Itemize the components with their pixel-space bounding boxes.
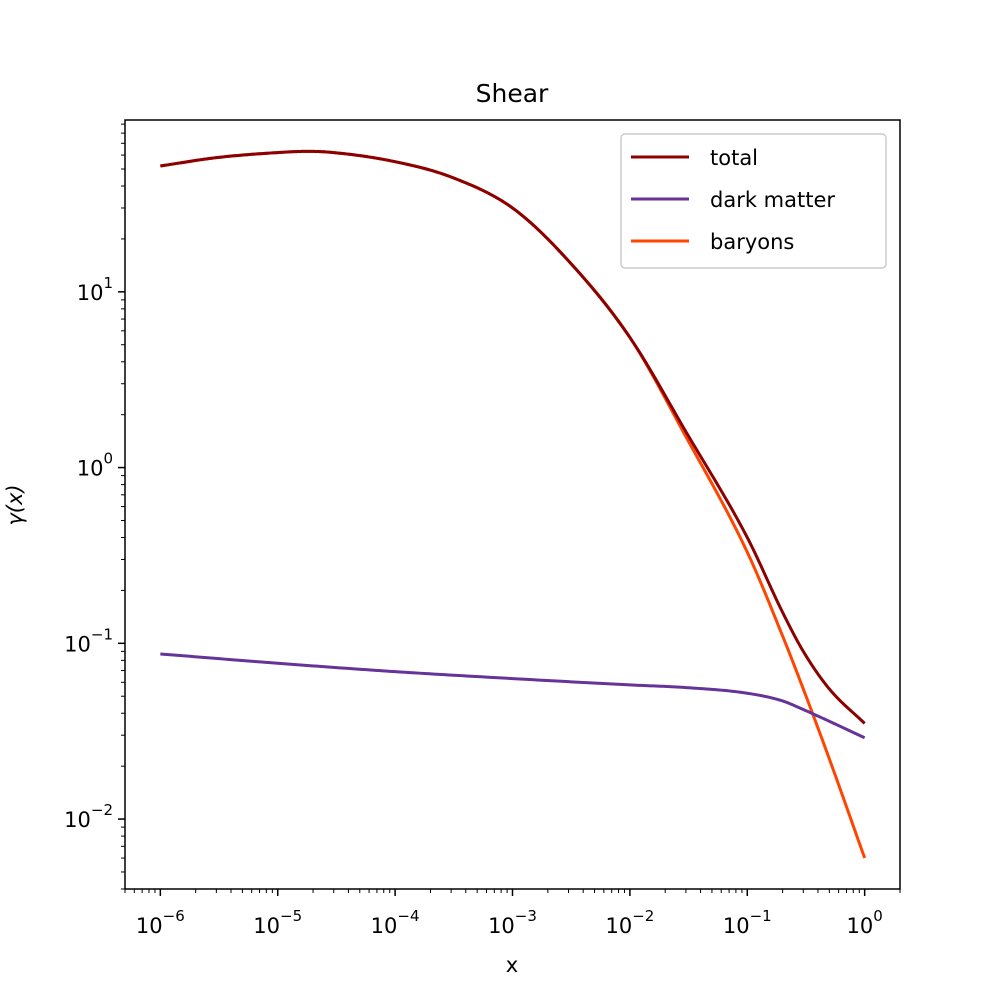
y-tick-label: 100 [77, 450, 113, 481]
legend-entries: total dark matter baryons [631, 146, 835, 254]
y-tick-label: 10−2 [64, 801, 113, 832]
series-layer [160, 149, 867, 859]
ticks-layer: 10−6 10−5 10−4 10−3 10−2 10−1 100 10−2 10−1 100 10… [64, 123, 901, 938]
y-tick-label: 101 [77, 274, 113, 305]
legend-label-total: total [710, 146, 758, 170]
y-tick-label: 10−1 [64, 625, 113, 656]
x-tick-label: 10−1 [723, 907, 772, 938]
x-tick-label: 10−4 [371, 907, 420, 938]
x-tick-label: 100 [847, 907, 883, 938]
x-tick-label: 10−6 [136, 907, 185, 938]
legend: total dark matter baryons [620, 133, 887, 269]
plot-frame [124, 119, 901, 890]
legend-frame [620, 133, 887, 269]
chart-title: Shear [476, 79, 549, 108]
legend-label-baryons: baryons [710, 230, 794, 254]
x-tick-label: 10−5 [253, 907, 302, 938]
plot-area [160, 149, 867, 859]
y-axis-label: γ(x) [3, 484, 27, 525]
series-line-total [160, 149, 866, 725]
legend-label-dark-matter: dark matter [710, 188, 835, 212]
x-tick-label: 10−2 [605, 907, 654, 938]
x-axis-label: x [506, 953, 518, 977]
series-line-dark-matter [160, 652, 866, 740]
x-tick-label: 10−3 [488, 907, 537, 938]
